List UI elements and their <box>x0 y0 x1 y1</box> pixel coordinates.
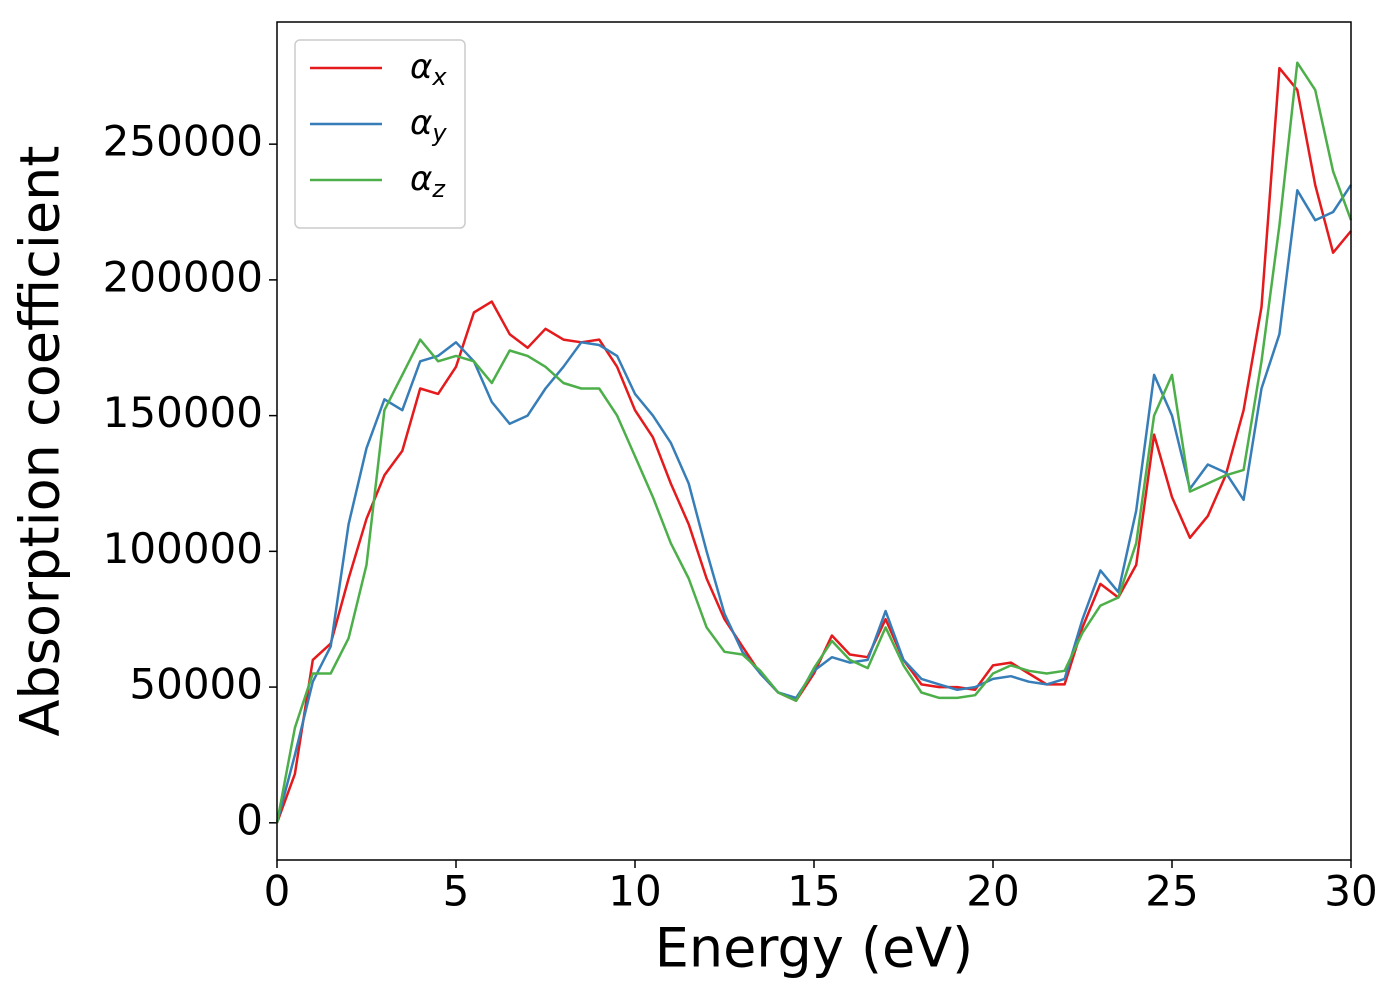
x-tick-label: 10 <box>608 867 661 916</box>
legend-label: αy <box>410 103 447 148</box>
y-tick-label: 200000 <box>103 252 263 301</box>
legend: αx αy αz <box>294 39 466 229</box>
y-tick-label: 100000 <box>103 524 263 573</box>
y-axis-label: Absorption coefficient <box>9 146 72 737</box>
x-tick-label: 30 <box>1324 867 1377 916</box>
legend-label: αz <box>410 159 446 204</box>
x-axis-label: Energy (eV) <box>655 917 974 980</box>
y-tick-label: 150000 <box>103 388 263 437</box>
x-tick-label: 25 <box>1145 867 1198 916</box>
legend-label: αx <box>410 47 447 92</box>
y-tick-label: 250000 <box>103 117 263 166</box>
x-tick-label: 20 <box>966 867 1019 916</box>
x-tick-label: 15 <box>787 867 840 916</box>
y-tick-label: 0 <box>236 795 263 844</box>
x-tick-label: 0 <box>264 867 291 916</box>
line-series <box>275 184 1353 824</box>
line-series <box>275 61 1353 824</box>
x-tick-label: 5 <box>443 867 470 916</box>
y-tick-label: 50000 <box>129 660 263 709</box>
plot-frame <box>276 21 1352 861</box>
line-series <box>275 66 1352 824</box>
